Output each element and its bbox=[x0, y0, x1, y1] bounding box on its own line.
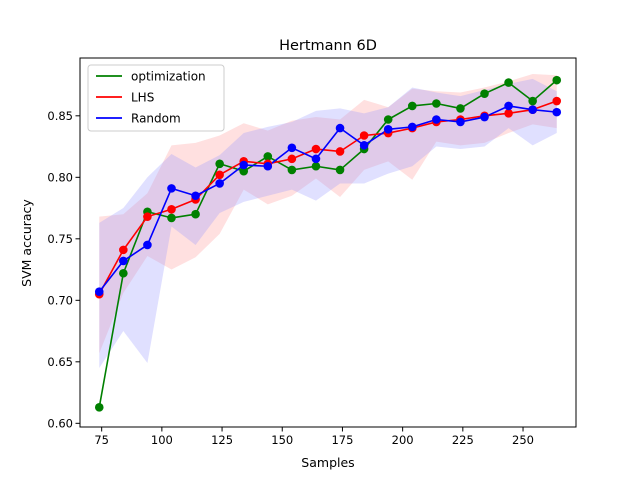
point-random bbox=[191, 191, 200, 201]
point-lhs bbox=[552, 96, 562, 106]
chart-title: Hertmann 6D bbox=[279, 38, 377, 54]
x-axis-label: Samples bbox=[301, 455, 354, 470]
y-axis-ticks: 0.60 0.65 0.70 0.75 0.80 0.85 bbox=[47, 109, 80, 430]
point-random bbox=[552, 107, 562, 117]
point-optimization bbox=[263, 152, 273, 161]
point-random bbox=[167, 184, 176, 193]
y-tick-label: 0.60 bbox=[47, 416, 73, 430]
point-optimization bbox=[456, 104, 465, 113]
point-random bbox=[383, 125, 393, 134]
point-random bbox=[504, 101, 513, 111]
point-random bbox=[359, 141, 369, 150]
point-random bbox=[528, 105, 537, 114]
legend: optimization LHS Random bbox=[87, 64, 225, 132]
point-optimization bbox=[239, 166, 249, 176]
point-optimization bbox=[191, 209, 200, 219]
point-random bbox=[94, 287, 104, 297]
x-tick-label: 150 bbox=[271, 433, 293, 447]
point-optimization bbox=[552, 75, 562, 85]
point-optimization bbox=[407, 101, 417, 111]
y-axis-label: SVM accuracy bbox=[19, 199, 34, 287]
point-random bbox=[263, 161, 273, 171]
y-tick-label: 0.85 bbox=[47, 109, 73, 123]
point-random bbox=[407, 122, 417, 132]
band-lhs bbox=[99, 73, 557, 354]
point-random bbox=[311, 154, 321, 164]
y-tick-label: 0.75 bbox=[47, 232, 73, 246]
point-lhs bbox=[359, 131, 369, 140]
point-optimization bbox=[311, 161, 321, 171]
point-random bbox=[119, 256, 128, 266]
legend-label-lhs: LHS bbox=[131, 91, 154, 105]
x-tick-label: 75 bbox=[94, 433, 109, 447]
point-random bbox=[239, 160, 249, 170]
point-lhs bbox=[504, 109, 513, 118]
x-tick-label: 250 bbox=[512, 433, 534, 447]
point-random bbox=[432, 115, 441, 124]
point-optimization bbox=[504, 78, 513, 87]
point-random bbox=[335, 123, 345, 133]
x-tick-label: 125 bbox=[211, 433, 233, 447]
y-tick-label: 0.65 bbox=[47, 355, 73, 369]
point-lhs bbox=[287, 154, 297, 164]
legend-box bbox=[87, 64, 225, 132]
point-optimization bbox=[94, 403, 104, 412]
point-optimization bbox=[215, 159, 224, 169]
point-random bbox=[143, 240, 152, 250]
plot-frame bbox=[79, 57, 577, 428]
x-tick-label: 175 bbox=[331, 433, 353, 447]
point-lhs bbox=[335, 147, 345, 156]
point-random bbox=[480, 112, 489, 122]
point-random bbox=[456, 117, 465, 127]
point-optimization bbox=[480, 89, 489, 98]
point-optimization bbox=[528, 96, 537, 106]
x-tick-label: 225 bbox=[452, 433, 474, 447]
legend-label-random: Random bbox=[131, 112, 181, 126]
point-lhs bbox=[119, 245, 128, 255]
x-tick-label: 200 bbox=[392, 433, 414, 447]
x-axis-ticks: 75 100 125 150 175 200 225 250 bbox=[94, 427, 534, 447]
point-optimization bbox=[432, 99, 441, 108]
series-markers bbox=[94, 75, 562, 412]
point-lhs bbox=[215, 170, 224, 180]
y-tick-label: 0.70 bbox=[47, 293, 73, 307]
legend-label-optimization: optimization bbox=[131, 70, 206, 84]
point-optimization bbox=[335, 165, 345, 175]
point-lhs bbox=[167, 204, 176, 214]
point-random bbox=[287, 143, 297, 153]
x-tick-label: 100 bbox=[151, 433, 173, 447]
y-tick-label: 0.80 bbox=[47, 170, 73, 184]
point-optimization bbox=[167, 213, 176, 223]
point-random bbox=[215, 179, 224, 188]
point-lhs bbox=[311, 144, 321, 154]
point-optimization bbox=[119, 268, 128, 278]
point-lhs bbox=[143, 212, 152, 221]
point-optimization bbox=[287, 165, 297, 175]
point-optimization bbox=[383, 115, 393, 124]
